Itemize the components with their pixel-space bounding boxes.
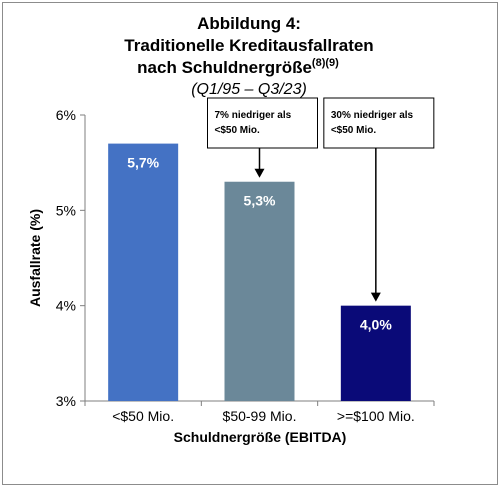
callout-box [207, 97, 318, 149]
chart-title-line-2: Traditionelle Kreditausfallraten [124, 36, 373, 55]
callout-text-line-1: 30% niedriger als [331, 110, 414, 121]
callout-text-line-2: <$50 Mio. [331, 125, 377, 136]
chart-title-superscript: (8)(9) [312, 57, 339, 69]
data-labels-group: 5,7% 5,3% 4,0% [127, 155, 392, 333]
chart-title-line-3-text: nach Schuldnergröße [137, 58, 312, 77]
x-axis-ticks: <$50 Mio. $50-99 Mio. >=$100 Mio. [84, 401, 435, 424]
chart-title-line-3: nach Schuldnergröße(8)(9) [137, 57, 339, 77]
callout-arrow-head [370, 292, 381, 302]
x-axis-title: Schuldnergröße (EBITDA) [174, 429, 347, 445]
bars-group [108, 143, 411, 401]
callout-box [323, 97, 435, 149]
y-tick-label: 4% [56, 298, 76, 314]
callout-text-line-1: 7% niedriger als [215, 110, 292, 121]
callout-arrow-head [254, 168, 265, 178]
y-tick-label: 3% [56, 393, 76, 409]
bar-value-label: 5,3% [244, 193, 276, 209]
callouts-group: 7% niedriger als <$50 Mio. 30% niedriger a… [207, 97, 435, 302]
bar-value-label: 4,0% [360, 317, 392, 333]
chart-subtitle: (Q1/95 – Q3/23) [191, 81, 307, 98]
x-tick-label: $50-99 Mio. [223, 408, 297, 424]
bar [340, 305, 411, 401]
chart-title-line-1: Abbildung 4: [197, 14, 301, 33]
x-tick-label: >=$100 Mio. [337, 408, 415, 424]
y-tick-label: 5% [56, 202, 76, 218]
y-axis-ticks: 3% 4% 5% 6% [56, 107, 85, 409]
callout-text-line-2: <$50 Mio. [215, 125, 261, 136]
x-tick-label: <$50 Mio. [112, 408, 174, 424]
bar [108, 143, 179, 401]
y-tick-label: 6% [56, 107, 76, 123]
y-axis-title: Ausfallrate (%) [27, 209, 43, 307]
bar-value-label: 5,7% [127, 155, 159, 171]
bar [224, 181, 295, 401]
